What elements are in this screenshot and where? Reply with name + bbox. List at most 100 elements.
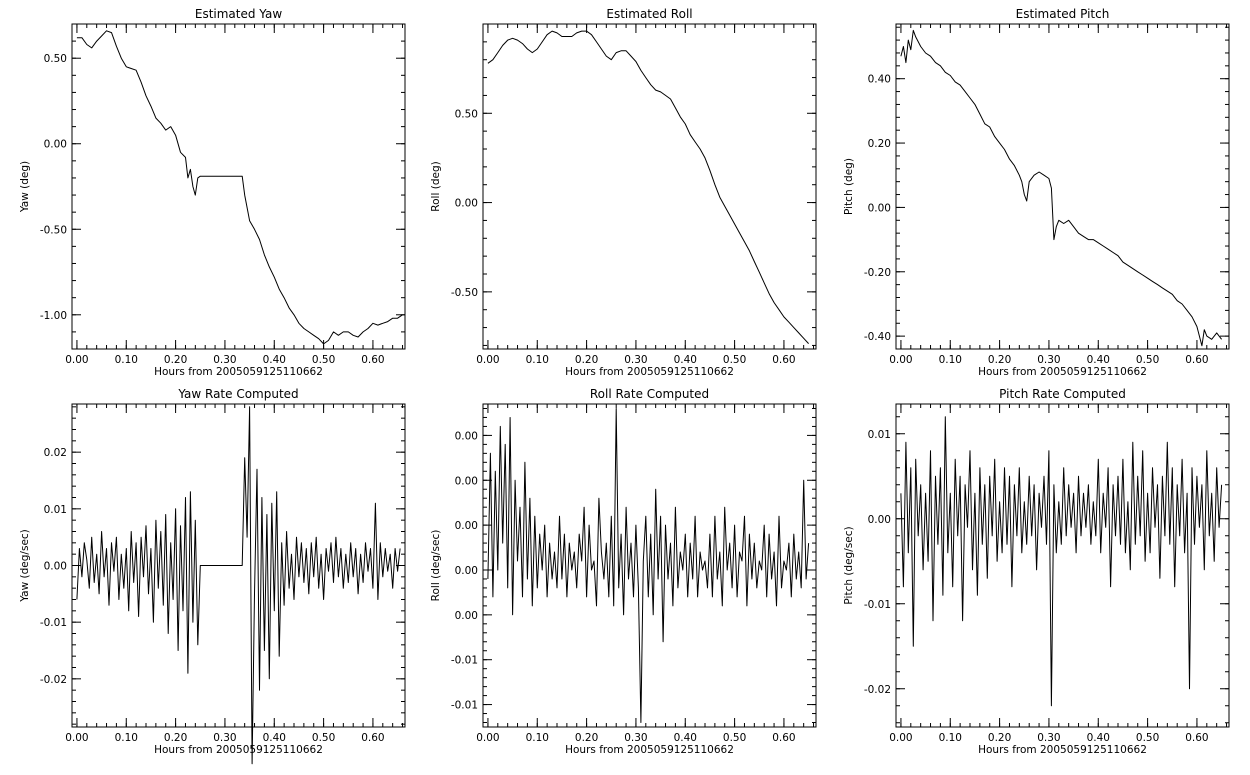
pitch-title: Estimated Pitch	[1016, 7, 1110, 21]
pitch-rate-title: Pitch Rate Computed	[999, 387, 1126, 401]
roll-x-tick-label: 0.00	[476, 354, 499, 366]
roll-rate-y-tick-label: 0.00	[455, 430, 478, 442]
roll-rate-y-tick-label: 0.00	[455, 610, 478, 622]
pitch-x-axis-label: Hours from 2005059125110662	[978, 366, 1147, 378]
yaw-rate-x-tick-label: 0.10	[115, 732, 138, 744]
roll-y-tick-label: 0.50	[455, 108, 478, 120]
yaw-plot-frame	[71, 23, 406, 350]
pitch-y-tick-label: 0.40	[868, 74, 891, 86]
roll-x-axis-label: Hours from 2005059125110662	[565, 366, 734, 378]
roll-x-tick-label: 0.20	[575, 354, 598, 366]
yaw-rate-y-tick-label: -0.02	[40, 674, 67, 686]
pitch-rate-panel: Pitch Rate Computed 0.00 0.10 0.20 0.30 0.40 0…	[843, 387, 1230, 756]
pitch-x-tick-label: 0.50	[1136, 354, 1159, 366]
roll-rate-x-tick-label: 0.50	[723, 732, 746, 744]
yaw-x-tick-label: 0.10	[115, 354, 138, 366]
yaw-rate-y-tick-label: -0.01	[40, 617, 67, 629]
roll-rate-y-tick-label: 0.00	[455, 520, 478, 532]
roll-rate-title: Roll Rate Computed	[590, 387, 709, 401]
pitch-rate-y-tick-label: -0.01	[864, 599, 891, 611]
pitch-y-tick-label: -0.40	[864, 331, 891, 343]
roll-rate-x-tick-label: 0.00	[476, 732, 499, 744]
yaw-rate-x-tick-label: 0.20	[164, 732, 187, 744]
pitch-panel: Estimated Pitch 0.00 0.10 0.20 0.30 0.40 0.50 0…	[843, 7, 1230, 378]
yaw-rate-x-tick-label: 0.60	[361, 732, 384, 744]
roll-rate-x-tick-label: 0.60	[772, 732, 795, 744]
yaw-x-tick-label: 0.60	[361, 354, 384, 366]
pitch-x-tick-label: 0.20	[988, 354, 1011, 366]
pitch-series-line	[900, 29, 1222, 347]
pitch-y-tick-label: 0.00	[868, 202, 891, 214]
yaw-rate-x-tick-label: 0.30	[213, 732, 236, 744]
roll-x-tick-label: 0.40	[674, 354, 697, 366]
pitch-y-tick-label: 0.20	[868, 138, 891, 150]
roll-rate-y-tick-label: -0.01	[451, 655, 478, 667]
roll-rate-plot-frame	[482, 403, 817, 728]
pitch-x-tick-label: 0.60	[1185, 354, 1208, 366]
roll-x-tick-label: 0.10	[526, 354, 549, 366]
roll-rate-x-axis-label: Hours from 2005059125110662	[565, 744, 734, 756]
roll-y-axis-label: Roll (deg)	[430, 161, 442, 211]
yaw-rate-y-axis-label: Yaw (deg/sec)	[19, 529, 31, 603]
roll-rate-x-tick-label: 0.30	[624, 732, 647, 744]
yaw-x-tick-label: 0.20	[164, 354, 187, 366]
pitch-rate-plot-frame	[895, 403, 1230, 728]
roll-title: Estimated Roll	[606, 7, 692, 21]
yaw-x-tick-label: 0.00	[65, 354, 88, 366]
pitch-rate-x-tick-label: 0.60	[1185, 732, 1208, 744]
yaw-rate-x-tick-label: 0.40	[263, 732, 286, 744]
yaw-x-axis-label: Hours from 2005059125110662	[154, 366, 323, 378]
yaw-x-tick-label: 0.40	[263, 354, 286, 366]
yaw-rate-x-tick-label: 0.50	[312, 732, 335, 744]
pitch-plot-frame	[895, 23, 1230, 350]
yaw-rate-y-tick-label: 0.00	[44, 561, 67, 573]
yaw-title: Estimated Yaw	[195, 7, 282, 21]
roll-rate-x-tick-label: 0.40	[674, 732, 697, 744]
yaw-x-tick-label: 0.50	[312, 354, 335, 366]
pitch-rate-series-line	[900, 416, 1223, 707]
yaw-y-tick-label: -0.50	[40, 224, 67, 236]
yaw-rate-x-axis-label: Hours from 2005059125110662	[154, 744, 323, 756]
yaw-rate-panel: Yaw Rate Computed 0.00 0.10 0.20 0.30 0.40 0.5…	[19, 387, 406, 765]
pitch-y-axis-label: Pitch (deg)	[843, 158, 855, 215]
roll-rate-x-tick-label: 0.10	[526, 732, 549, 744]
yaw-rate-series-line	[76, 406, 401, 765]
pitch-rate-y-axis-label: Pitch (deg/sec)	[843, 526, 855, 604]
roll-plot-frame	[482, 23, 817, 350]
pitch-x-tick-label: 0.30	[1037, 354, 1060, 366]
yaw-y-axis-label: Yaw (deg)	[19, 161, 31, 213]
roll-rate-panel: Roll Rate Computed 0.00 0.10 0.20 0.30 0.40 0.…	[430, 387, 817, 756]
yaw-y-tick-label: -1.00	[40, 310, 67, 322]
roll-y-tick-label: -0.50	[451, 287, 478, 299]
pitch-y-tick-label: -0.20	[864, 267, 891, 279]
roll-y-tick-label: 0.00	[455, 198, 478, 210]
pitch-rate-y-tick-label: 0.01	[868, 429, 891, 441]
pitch-rate-x-tick-label: 0.00	[889, 732, 912, 744]
roll-x-tick-label: 0.50	[723, 354, 746, 366]
roll-rate-x-tick-label: 0.20	[575, 732, 598, 744]
yaw-y-tick-label: 0.00	[44, 139, 67, 151]
roll-rate-y-tick-label: 0.00	[455, 565, 478, 577]
roll-rate-y-tick-label: 0.00	[455, 475, 478, 487]
roll-rate-y-tick-label: -0.01	[451, 700, 478, 712]
pitch-rate-x-tick-label: 0.40	[1087, 732, 1110, 744]
yaw-series-line	[76, 30, 403, 345]
pitch-x-tick-label: 0.10	[939, 354, 962, 366]
yaw-x-tick-label: 0.30	[213, 354, 236, 366]
yaw-y-tick-label: 0.50	[44, 53, 67, 65]
pitch-x-tick-label: 0.00	[889, 354, 912, 366]
pitch-rate-y-tick-label: -0.02	[864, 684, 891, 696]
yaw-rate-y-tick-label: 0.01	[44, 504, 67, 516]
pitch-x-tick-label: 0.40	[1087, 354, 1110, 366]
yaw-rate-title: Yaw Rate Computed	[177, 387, 298, 401]
pitch-rate-x-tick-label: 0.30	[1037, 732, 1060, 744]
pitch-rate-x-tick-label: 0.10	[939, 732, 962, 744]
pitch-rate-y-tick-label: 0.00	[868, 514, 891, 526]
pitch-rate-x-tick-label: 0.20	[988, 732, 1011, 744]
roll-x-tick-label: 0.30	[624, 354, 647, 366]
roll-rate-y-axis-label: Roll (deg/sec)	[430, 530, 442, 602]
yaw-rate-x-tick-label: 0.00	[65, 732, 88, 744]
pitch-rate-x-axis-label: Hours from 2005059125110662	[978, 744, 1147, 756]
roll-series-line	[487, 30, 809, 344]
